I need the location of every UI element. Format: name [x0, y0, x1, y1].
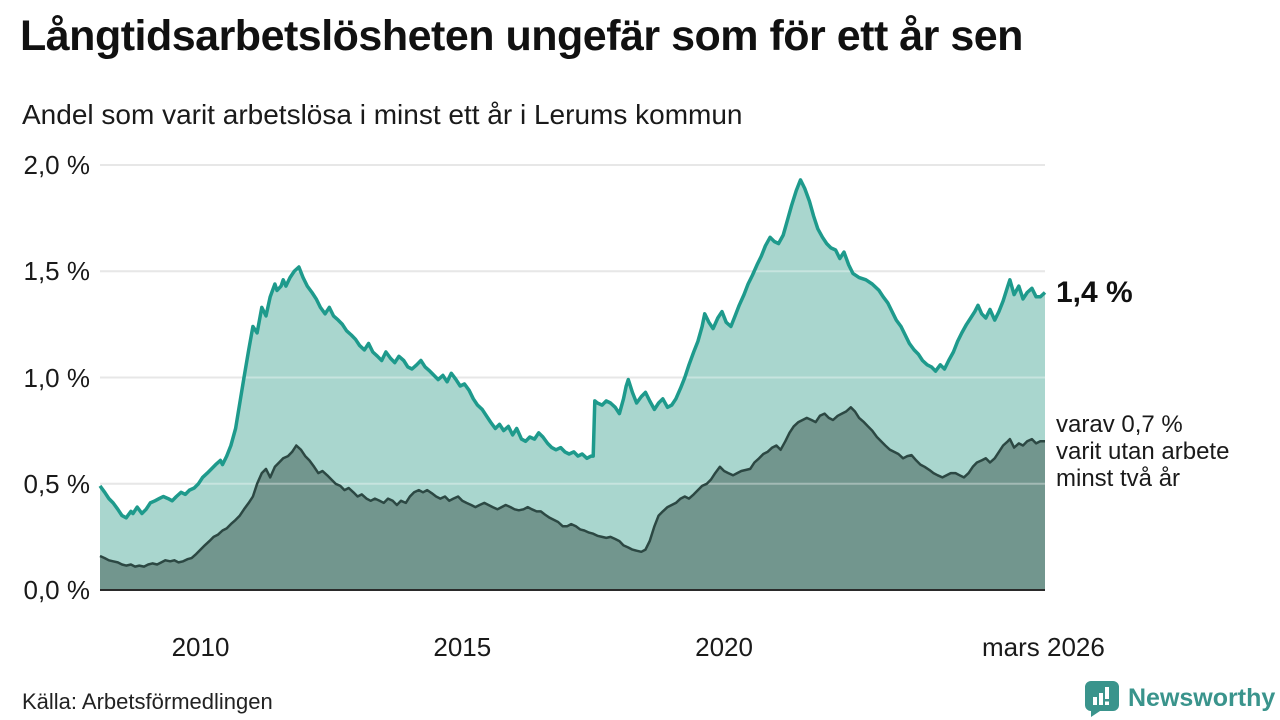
y-tick-label: 2,0 %	[23, 150, 91, 180]
y-tick-label: 1,0 %	[23, 362, 91, 393]
x-tick-label: 2010	[171, 632, 230, 662]
newsworthy-logo: Newsworthy	[1084, 680, 1275, 717]
y-tick-label: 0,0 %	[23, 575, 91, 605]
x-tick-label: 2015	[433, 632, 492, 662]
y-tick-label: 0,5 %	[23, 468, 91, 499]
end-value-label-line1: varav 0,7 %	[1056, 411, 1183, 439]
chart-title: Långtidsarbetslösheten ungefär som för e…	[20, 12, 1023, 60]
newsworthy-wordmark: Newsworthy	[1128, 684, 1276, 712]
line-unemployed-two-years	[99, 406, 1045, 568]
source-caption: Källa: Arbetsförmedlingen	[22, 689, 273, 714]
newsworthy-bubble-chart-icon	[1085, 681, 1119, 717]
line-unemployed-one-year	[98, 178, 1047, 520]
end-value-label-line2: varit utan arbete	[1056, 438, 1230, 466]
end-value-label-one-year: 1,4 %	[1056, 275, 1133, 309]
end-value-label-two-years: varav 0,7 % varit utan arbete minst två …	[1056, 411, 1229, 492]
area-unemployed-two-years	[100, 407, 1045, 590]
y-tick-label: 1,5 %	[23, 256, 91, 287]
end-value-label-line3: minst två år	[1056, 465, 1181, 493]
x-tick-label: mars 2026	[982, 632, 1105, 662]
x-tick-label: 2020	[695, 632, 753, 662]
chart-subtitle: Andel som varit arbetslösa i minst ett å…	[22, 99, 743, 130]
